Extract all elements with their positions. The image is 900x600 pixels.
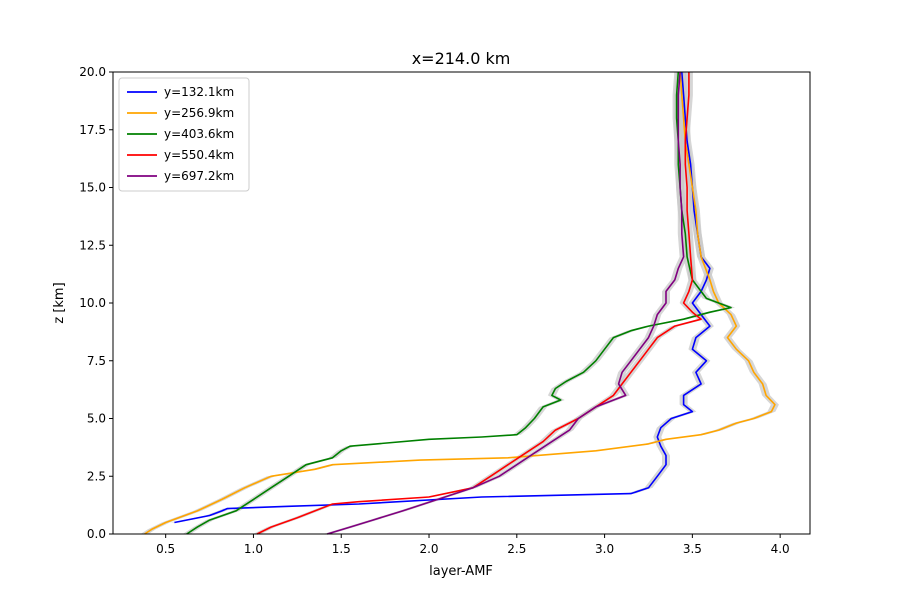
x-axis: 0.5 1.0 1.5 2.0 2.5 3.0 3.5 4.0 <box>156 534 790 556</box>
y-tick-label: 12.5 <box>79 238 106 252</box>
series-lines <box>144 71 776 535</box>
legend-entry-label: y=550.4km <box>164 148 234 162</box>
legend-box <box>118 77 250 192</box>
x-axis-label: layer-AMF <box>429 564 493 579</box>
y-tick-label: 5.0 <box>87 412 106 426</box>
legend-entry-label: y=256.9km <box>164 106 234 120</box>
uncertainty-bands <box>140 72 779 534</box>
series-line-1 <box>174 71 711 524</box>
y-tick-label: 7.5 <box>87 354 106 368</box>
legend-entry-label: y=132.1km <box>164 85 234 99</box>
legend: y=132.1km y=256.9km y=403.6km y=550.4km y=69… <box>118 77 250 192</box>
legend-entry-label: y=403.6km <box>164 127 234 141</box>
chart-title: x=214.0 km <box>412 49 511 68</box>
y-tick-label: 2.5 <box>87 469 106 483</box>
y-tick-label: 10.0 <box>79 296 106 310</box>
x-tick-label: 2.5 <box>507 542 526 556</box>
x-tick-label: 4.0 <box>771 542 790 556</box>
x-tick-label: 1.5 <box>332 542 351 556</box>
y-tick-label: 17.5 <box>79 123 106 137</box>
x-tick-label: 2.0 <box>419 542 438 556</box>
y-tick-label: 0.0 <box>87 527 106 541</box>
series-line-4 <box>256 72 702 535</box>
y-tick-label: 20.0 <box>79 65 106 79</box>
x-tick-label: 3.0 <box>595 542 614 556</box>
x-tick-label: 3.5 <box>683 542 702 556</box>
y-tick-label: 15.0 <box>79 181 106 195</box>
x-tick-label: 1.0 <box>244 542 263 556</box>
uncertainty-band-series-1 <box>170 72 714 523</box>
y-axis: 0.0 2.5 5.0 7.5 10.0 12.5 15.0 17.5 20.0 <box>79 65 113 541</box>
series-line-5 <box>326 71 685 535</box>
legend-entry-label: y=697.2km <box>164 169 234 183</box>
x-tick-label: 0.5 <box>156 542 175 556</box>
y-axis-label: z [km] <box>52 282 67 323</box>
series-line-3 <box>186 71 732 535</box>
